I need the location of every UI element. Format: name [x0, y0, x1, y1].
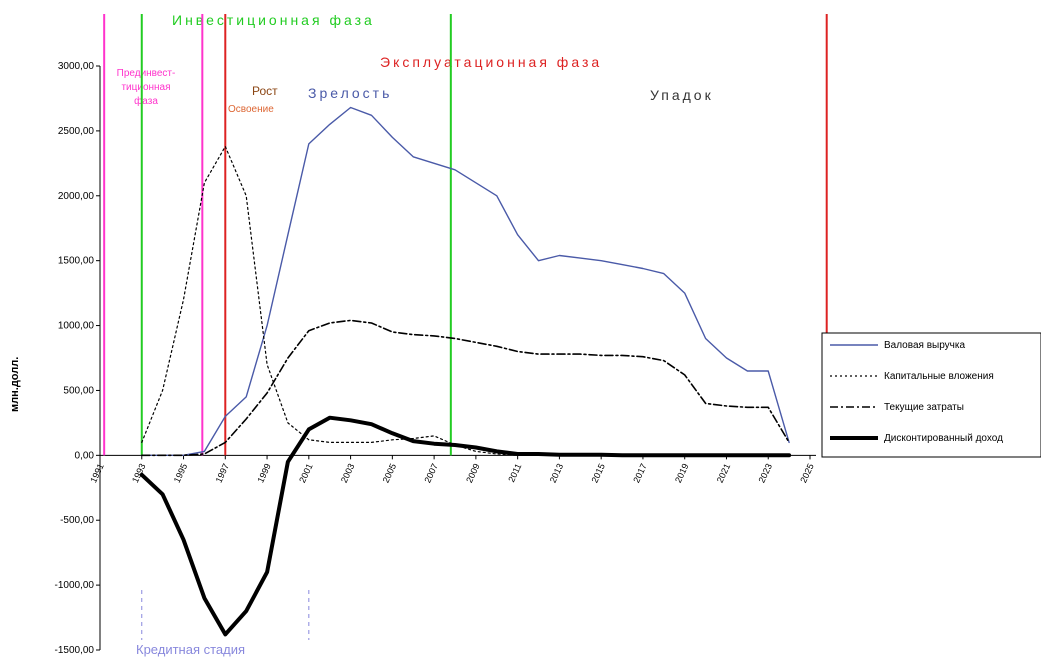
credit-stage-label: Кредитная стадия — [136, 642, 245, 657]
x-tick-label: 2019 — [673, 462, 691, 484]
development-label: Освоение — [228, 104, 274, 115]
decline-label: Упадок — [650, 87, 714, 103]
y-axis-label: млн.долл. — [9, 357, 21, 412]
axes-layer: 3000,00 2500,00 2000,00 1500,00 1000,00 500,0… — [55, 61, 816, 656]
x-tick-label: 2017 — [631, 462, 649, 484]
x-tick-label: 1991 — [88, 462, 106, 484]
y-tick-label: -1000,00 — [55, 580, 95, 591]
x-tick-label: 1995 — [172, 462, 190, 484]
x-tick-label: 1997 — [214, 462, 232, 484]
investment-phase-label: Инвестиционная фаза — [172, 12, 375, 28]
legend-label-capex: Капитальные вложения — [884, 371, 994, 382]
y-tick-label: 0,00 — [75, 450, 95, 461]
legend: Валовая выручка Капитальные вложения Тек… — [821, 332, 1041, 458]
x-tick-label: 2013 — [548, 462, 566, 484]
series-line-discounted-income — [139, 415, 792, 637]
legend-label-revenue: Валовая выручка — [884, 340, 965, 351]
series-line-capex — [141, 145, 790, 456]
series-line-opex — [141, 319, 790, 457]
x-tick-label: 1993 — [130, 462, 148, 484]
x-tick-label: 2021 — [715, 462, 733, 484]
growth-label: Рост — [252, 84, 278, 98]
x-tick-label: 1999 — [255, 462, 273, 484]
preinvest-label-line1: Прединвест- — [117, 68, 176, 79]
y-tick-label: 2000,00 — [58, 191, 95, 202]
phase-lines-layer — [103, 14, 828, 640]
y-tick-label: 2500,00 — [58, 126, 95, 137]
x-tick-label: 2011 — [506, 462, 523, 484]
y-tick-label: 1500,00 — [58, 256, 95, 267]
maturity-label: Зрелость — [308, 85, 392, 101]
x-tick-label: 2007 — [422, 462, 440, 484]
preinvest-label-line2: тиционная — [121, 82, 170, 93]
operation-phase-label: Эксплуатационная фаза — [380, 54, 602, 70]
x-tick-label: 2015 — [589, 462, 607, 484]
x-tick-label: 2003 — [339, 462, 357, 484]
y-tick-label: 1000,00 — [58, 321, 95, 332]
x-tick-label: 2001 — [297, 462, 315, 484]
x-tick-label: 2025 — [798, 462, 816, 484]
preinvest-label-line3: фаза — [134, 95, 158, 107]
series-line-revenue — [141, 106, 790, 456]
legend-label-discounted: Дисконтированный доход — [884, 433, 1003, 444]
series-layer — [139, 106, 792, 637]
x-tick-label: 2005 — [381, 462, 399, 484]
x-tick-label: 2023 — [757, 462, 775, 484]
y-tick-label: -1500,00 — [55, 645, 95, 656]
x-tick-label: 2009 — [464, 462, 482, 484]
y-tick-label: -500,00 — [60, 515, 94, 526]
y-tick-label: 3000,00 — [58, 61, 95, 72]
y-tick-label: 500,00 — [63, 385, 94, 396]
legend-label-opex: Текущие затраты — [884, 402, 964, 413]
